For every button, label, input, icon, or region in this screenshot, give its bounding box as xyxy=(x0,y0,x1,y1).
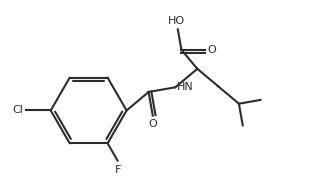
Text: HN: HN xyxy=(177,82,194,92)
Text: O: O xyxy=(149,119,158,129)
Text: O: O xyxy=(207,45,216,55)
Text: F: F xyxy=(115,165,121,175)
Text: Cl: Cl xyxy=(13,105,23,115)
Text: HO: HO xyxy=(168,16,185,26)
